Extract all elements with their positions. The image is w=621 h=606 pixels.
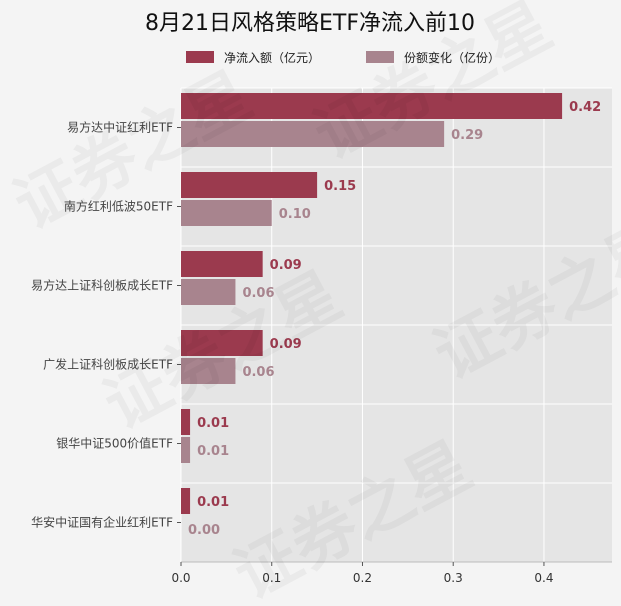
x-tick-label: 0.1 <box>262 571 281 585</box>
x-tick-label: 0.4 <box>534 571 553 585</box>
value-label: 0.10 <box>279 207 311 222</box>
bar-share-change <box>181 358 236 384</box>
legend-label: 份额变化（亿份） <box>404 50 500 65</box>
bar-net-inflow <box>181 330 263 356</box>
legend-label: 净流入额（亿元） <box>224 50 320 65</box>
x-tick-label: 0.3 <box>444 571 463 585</box>
value-labels: 0.42 0.29 易方达中证红利ETF 0.15 0.10 南方红利低波50ETF 0.0… <box>31 100 601 538</box>
x-tick-label: 0.2 <box>353 571 372 585</box>
value-label: 0.42 <box>569 100 601 115</box>
bar-share-change <box>181 437 191 463</box>
bar-share-change <box>181 121 445 147</box>
bar-net-inflow <box>181 251 263 277</box>
value-label: 0.00 <box>188 523 220 538</box>
bar-net-inflow <box>181 488 191 514</box>
value-label: 0.09 <box>270 337 302 352</box>
value-label: 0.15 <box>324 179 356 194</box>
legend-swatch <box>366 51 394 63</box>
bar-share-change <box>181 200 272 226</box>
value-label: 0.29 <box>451 128 483 143</box>
value-label: 0.09 <box>270 258 302 273</box>
axes: 0.0 0.1 0.2 0.3 0.4 <box>171 561 612 585</box>
value-label: 0.01 <box>197 444 229 459</box>
legend-swatch <box>186 51 214 63</box>
value-label: 0.01 <box>197 416 229 431</box>
x-tick-label: 0.0 <box>171 571 190 585</box>
value-label: 0.06 <box>242 286 274 301</box>
value-label: 0.01 <box>197 495 229 510</box>
value-label: 0.06 <box>242 365 274 380</box>
category-label: 银华中证500价值ETF <box>56 436 173 451</box>
category-label: 易方达上证科创板成长ETF <box>31 278 173 293</box>
bar-net-inflow <box>181 409 191 435</box>
category-label: 华安中证国有企业红利ETF <box>31 515 173 530</box>
bars <box>181 93 563 514</box>
legend: 净流入额（亿元） 份额变化（亿份） <box>186 50 500 65</box>
bar-net-inflow <box>181 172 318 198</box>
chart-title: 8月21日风格策略ETF净流入前10 <box>145 11 475 36</box>
bar-net-inflow <box>181 93 563 119</box>
category-label: 易方达中证红利ETF <box>67 120 173 135</box>
category-label: 南方红利低波50ETF <box>64 199 173 214</box>
category-label: 广发上证科创板成长ETF <box>43 357 173 372</box>
bar-share-change <box>181 279 236 305</box>
